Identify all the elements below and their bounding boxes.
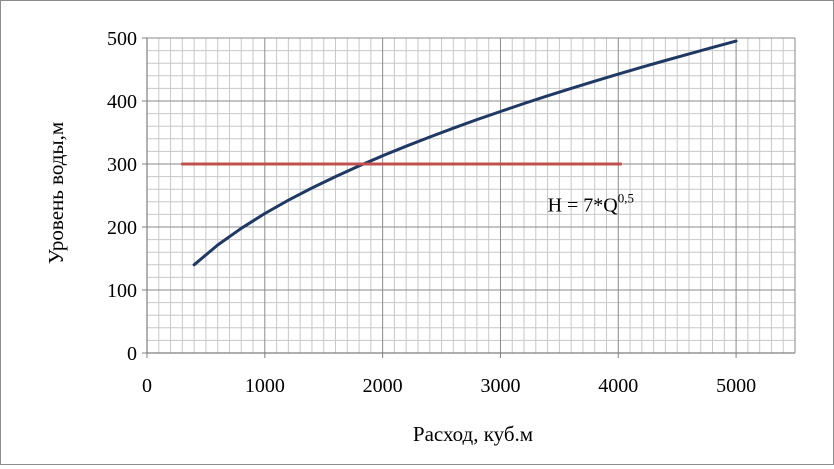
x-tick-label: 5000 <box>716 375 756 397</box>
y-tick-label: 500 <box>107 28 137 50</box>
formula-base: H = 7*Q <box>548 194 619 216</box>
series <box>180 39 738 267</box>
y-axis-label: Уровень воды,м <box>44 122 68 264</box>
grid <box>147 37 796 353</box>
x-tick-label: 3000 <box>480 375 520 397</box>
y-tick-label: 200 <box>107 217 137 239</box>
x-tick-label: 0 <box>142 375 152 397</box>
x-axis-label: Расход, куб.м <box>413 422 533 446</box>
x-tick-label: 2000 <box>363 375 403 397</box>
plot-area <box>147 38 795 353</box>
axes <box>142 37 795 358</box>
y-tick-label: 0 <box>127 343 137 365</box>
x-tick-label: 1000 <box>245 375 285 397</box>
formula-annotation: H = 7*Q0,5 <box>548 190 634 216</box>
y-tick-label: 100 <box>107 280 137 302</box>
x-tick-label: 4000 <box>598 375 638 397</box>
series-line-curve <box>192 39 738 267</box>
formula-exponent: 0,5 <box>618 190 634 205</box>
y-tick-label: 300 <box>107 154 137 176</box>
y-tick-label: 400 <box>107 91 137 113</box>
